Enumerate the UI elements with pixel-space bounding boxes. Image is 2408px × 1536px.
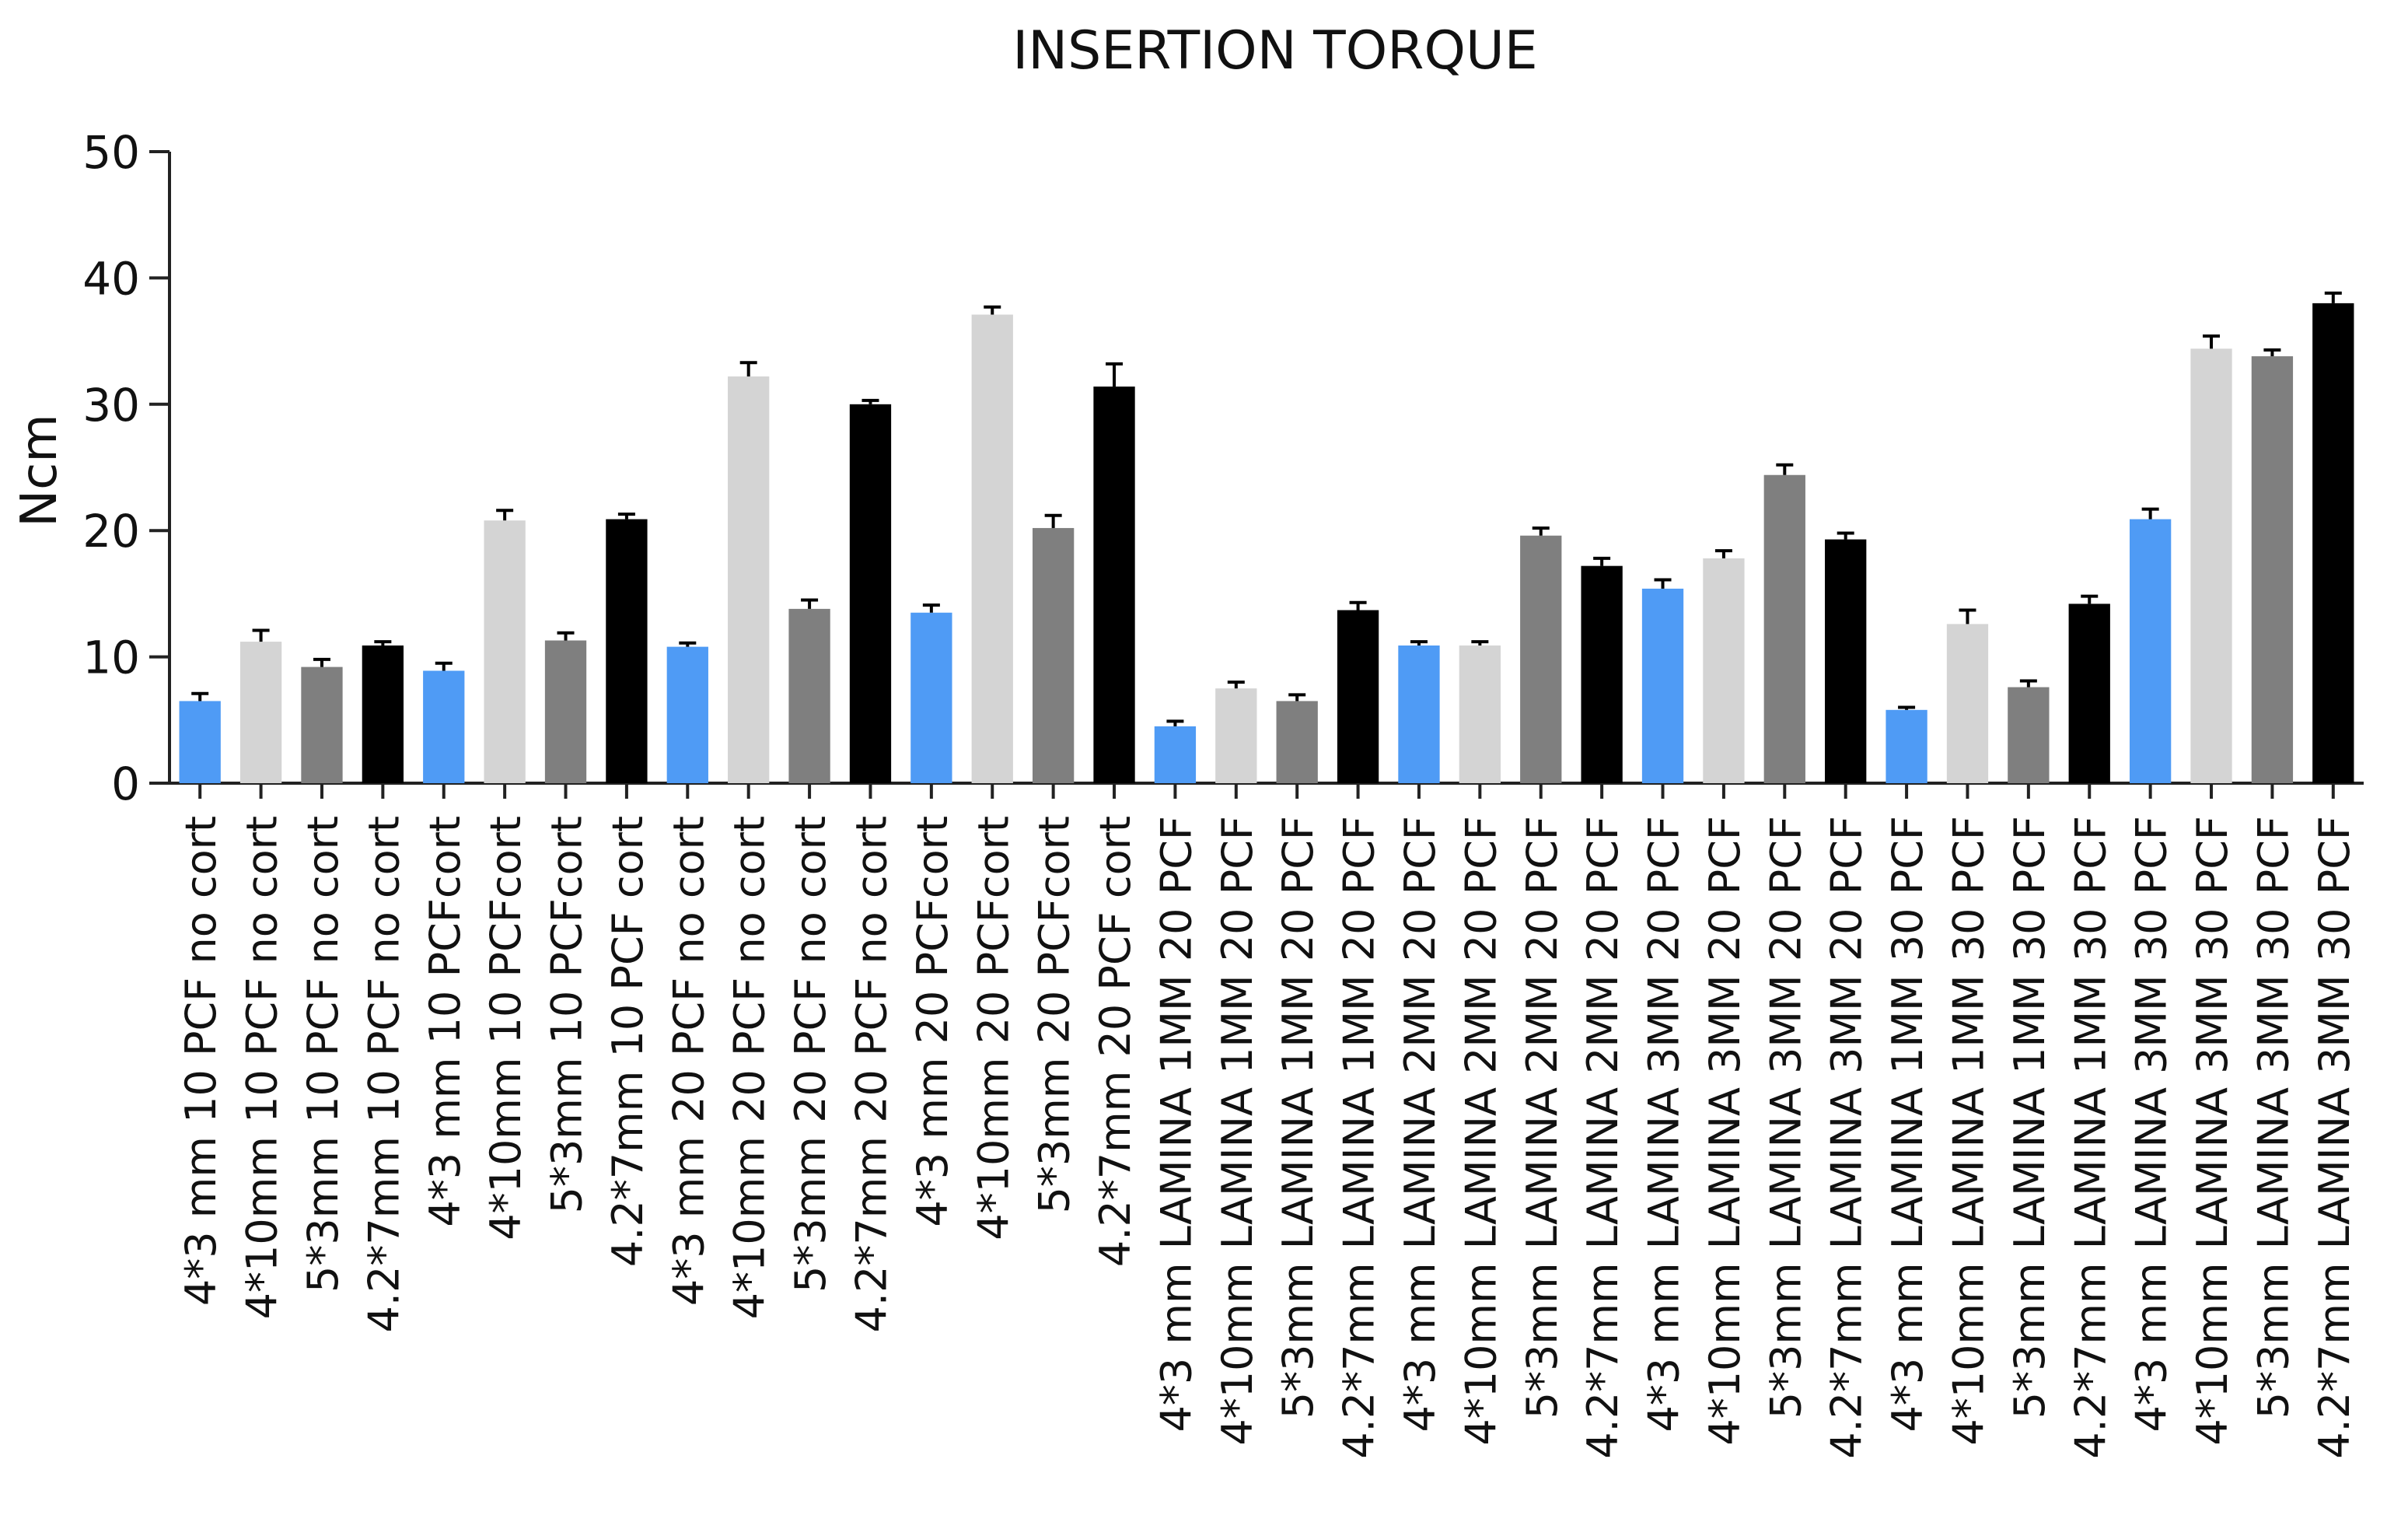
bar	[1459, 645, 1501, 783]
x-tick-label: 5*3mm 20 PCF no cort	[786, 816, 835, 1293]
x-axis	[170, 782, 2364, 799]
bar	[301, 667, 343, 783]
bar	[1581, 565, 1623, 783]
x-tick-label: 4*3 mm LAMINA 3MM 20 PCF	[1640, 816, 1689, 1432]
bar	[910, 612, 952, 783]
x-tick-label: 4*3 mm 10 PCFcort	[421, 816, 470, 1227]
x-tick-label: 4.2*7mm LAMINA 1MM 30 PCF	[2066, 816, 2115, 1459]
x-tick-label: 4*3 mm 10 PCF no cort	[176, 816, 225, 1306]
bar	[1763, 474, 1805, 783]
bar	[179, 701, 221, 783]
bar	[423, 670, 465, 783]
x-tick-label: 5*3mm LAMINA 1MM 20 PCF	[1274, 816, 1323, 1419]
bar	[2251, 356, 2294, 783]
bar	[1641, 588, 1684, 783]
x-tick-label: 4*3 mm LAMINA 1MM 20 PCF	[1152, 816, 1201, 1432]
x-tick-label: 4.2*7mm 10 PCF cort	[603, 816, 652, 1267]
chart-title: INSERTION TORQUE	[1012, 20, 1538, 82]
bar	[849, 404, 892, 783]
bar	[1337, 610, 1379, 783]
bar	[1946, 624, 1989, 783]
x-tick-label: 5*3mm LAMINA 2MM 20 PCF	[1518, 816, 1567, 1419]
bar	[1520, 535, 1562, 783]
bar	[1825, 539, 1867, 783]
x-tick-label: 4*3 mm LAMINA 2MM 20 PCF	[1396, 816, 1445, 1432]
x-tick-label: 5*3mm LAMINA 3MM 30 PCF	[2249, 816, 2298, 1419]
y-axis: 0 10 20 30 40 50	[82, 126, 171, 810]
bar	[1154, 726, 1197, 783]
x-tick-label: 4*10mm 10 PCFcort	[481, 816, 530, 1240]
bar	[728, 376, 770, 783]
x-tick-label: 4.2*7mm LAMINA 1MM 20 PCF	[1335, 816, 1384, 1459]
x-tick-label: 4*3 mm 20 PCF no cort	[664, 816, 713, 1306]
x-tick-label: 5*3mm 10 PCF no cort	[299, 816, 348, 1293]
bar	[1032, 527, 1075, 783]
x-tick-label: 4*3 mm 20 PCFcort	[908, 816, 957, 1227]
bar	[606, 519, 648, 783]
bar	[1093, 387, 1135, 783]
x-tick-label: 4.2*7mm LAMINA 2MM 20 PCF	[1578, 816, 1627, 1459]
y-tick-label: 50	[82, 126, 140, 179]
bar	[484, 520, 526, 783]
bar	[2190, 348, 2232, 783]
bar	[1276, 701, 1318, 783]
bar	[1703, 558, 1745, 783]
x-tick-label: 4*10mm 20 PCF no cort	[725, 816, 774, 1319]
y-tick-label: 0	[111, 758, 140, 810]
bar	[1398, 645, 1440, 783]
x-tick-label: 4.2*7mm 10 PCF no cort	[359, 816, 408, 1333]
bar	[2008, 687, 2050, 783]
bar	[2129, 519, 2172, 783]
y-tick-label: 40	[82, 252, 140, 305]
x-tick-label: 4*10mm LAMINA 1MM 20 PCF	[1213, 816, 1262, 1446]
x-tick-label: 4*3 mm LAMINA 1MM 30 PCF	[1883, 816, 1932, 1432]
bar	[1215, 688, 1257, 783]
bar	[2312, 303, 2354, 783]
x-tick-label: 5*3mm 20 PCFcort	[1030, 816, 1079, 1213]
y-axis-label: Ncm	[11, 414, 68, 527]
x-tick-labels: 4*3 mm 10 PCF no cort 4*10mm 10 PCF no co…	[176, 816, 2359, 1459]
x-tick-label: 4*10mm 10 PCF no cort	[238, 816, 287, 1319]
x-tick-label: 4*10mm LAMINA 1MM 30 PCF	[1944, 816, 1993, 1446]
x-tick-label: 4.2*7mm 20 PCF cort	[1091, 816, 1140, 1267]
bar	[666, 646, 708, 783]
bar	[788, 608, 830, 783]
x-tick-label: 4.2*7mm LAMINA 3MM 30 PCF	[2310, 816, 2359, 1459]
bar	[971, 314, 1013, 784]
x-tick-label: 4*3 mm LAMINA 3MM 30 PCF	[2127, 816, 2176, 1432]
x-tick-label: 4.2*7mm 20 PCF no cort	[847, 816, 896, 1333]
bar	[544, 640, 587, 783]
y-tick-label: 10	[82, 632, 140, 684]
x-tick-label: 4*10mm 20 PCFcort	[969, 816, 1018, 1240]
x-tick-label: 5*3mm 10 PCFcort	[543, 816, 592, 1213]
y-tick-label: 30	[82, 379, 140, 432]
bar	[239, 642, 282, 783]
x-tick-label: 4*10mm LAMINA 3MM 30 PCF	[2188, 816, 2237, 1446]
x-tick-label: 4*10mm LAMINA 3MM 20 PCF	[1700, 816, 1749, 1446]
bar	[1886, 709, 1927, 783]
y-tick-label: 20	[82, 505, 140, 558]
bars-group	[179, 291, 2354, 784]
x-tick-label: 5*3mm LAMINA 1MM 30 PCF	[2005, 816, 2054, 1419]
x-tick-label: 4.2*7mm LAMINA 3MM 20 PCF	[1823, 816, 1872, 1459]
bar	[362, 645, 404, 783]
x-tick-label: 4*10mm LAMINA 2MM 20 PCF	[1456, 816, 1505, 1446]
bar	[2068, 604, 2110, 783]
x-tick-label: 5*3mm LAMINA 3MM 20 PCF	[1761, 816, 1810, 1419]
